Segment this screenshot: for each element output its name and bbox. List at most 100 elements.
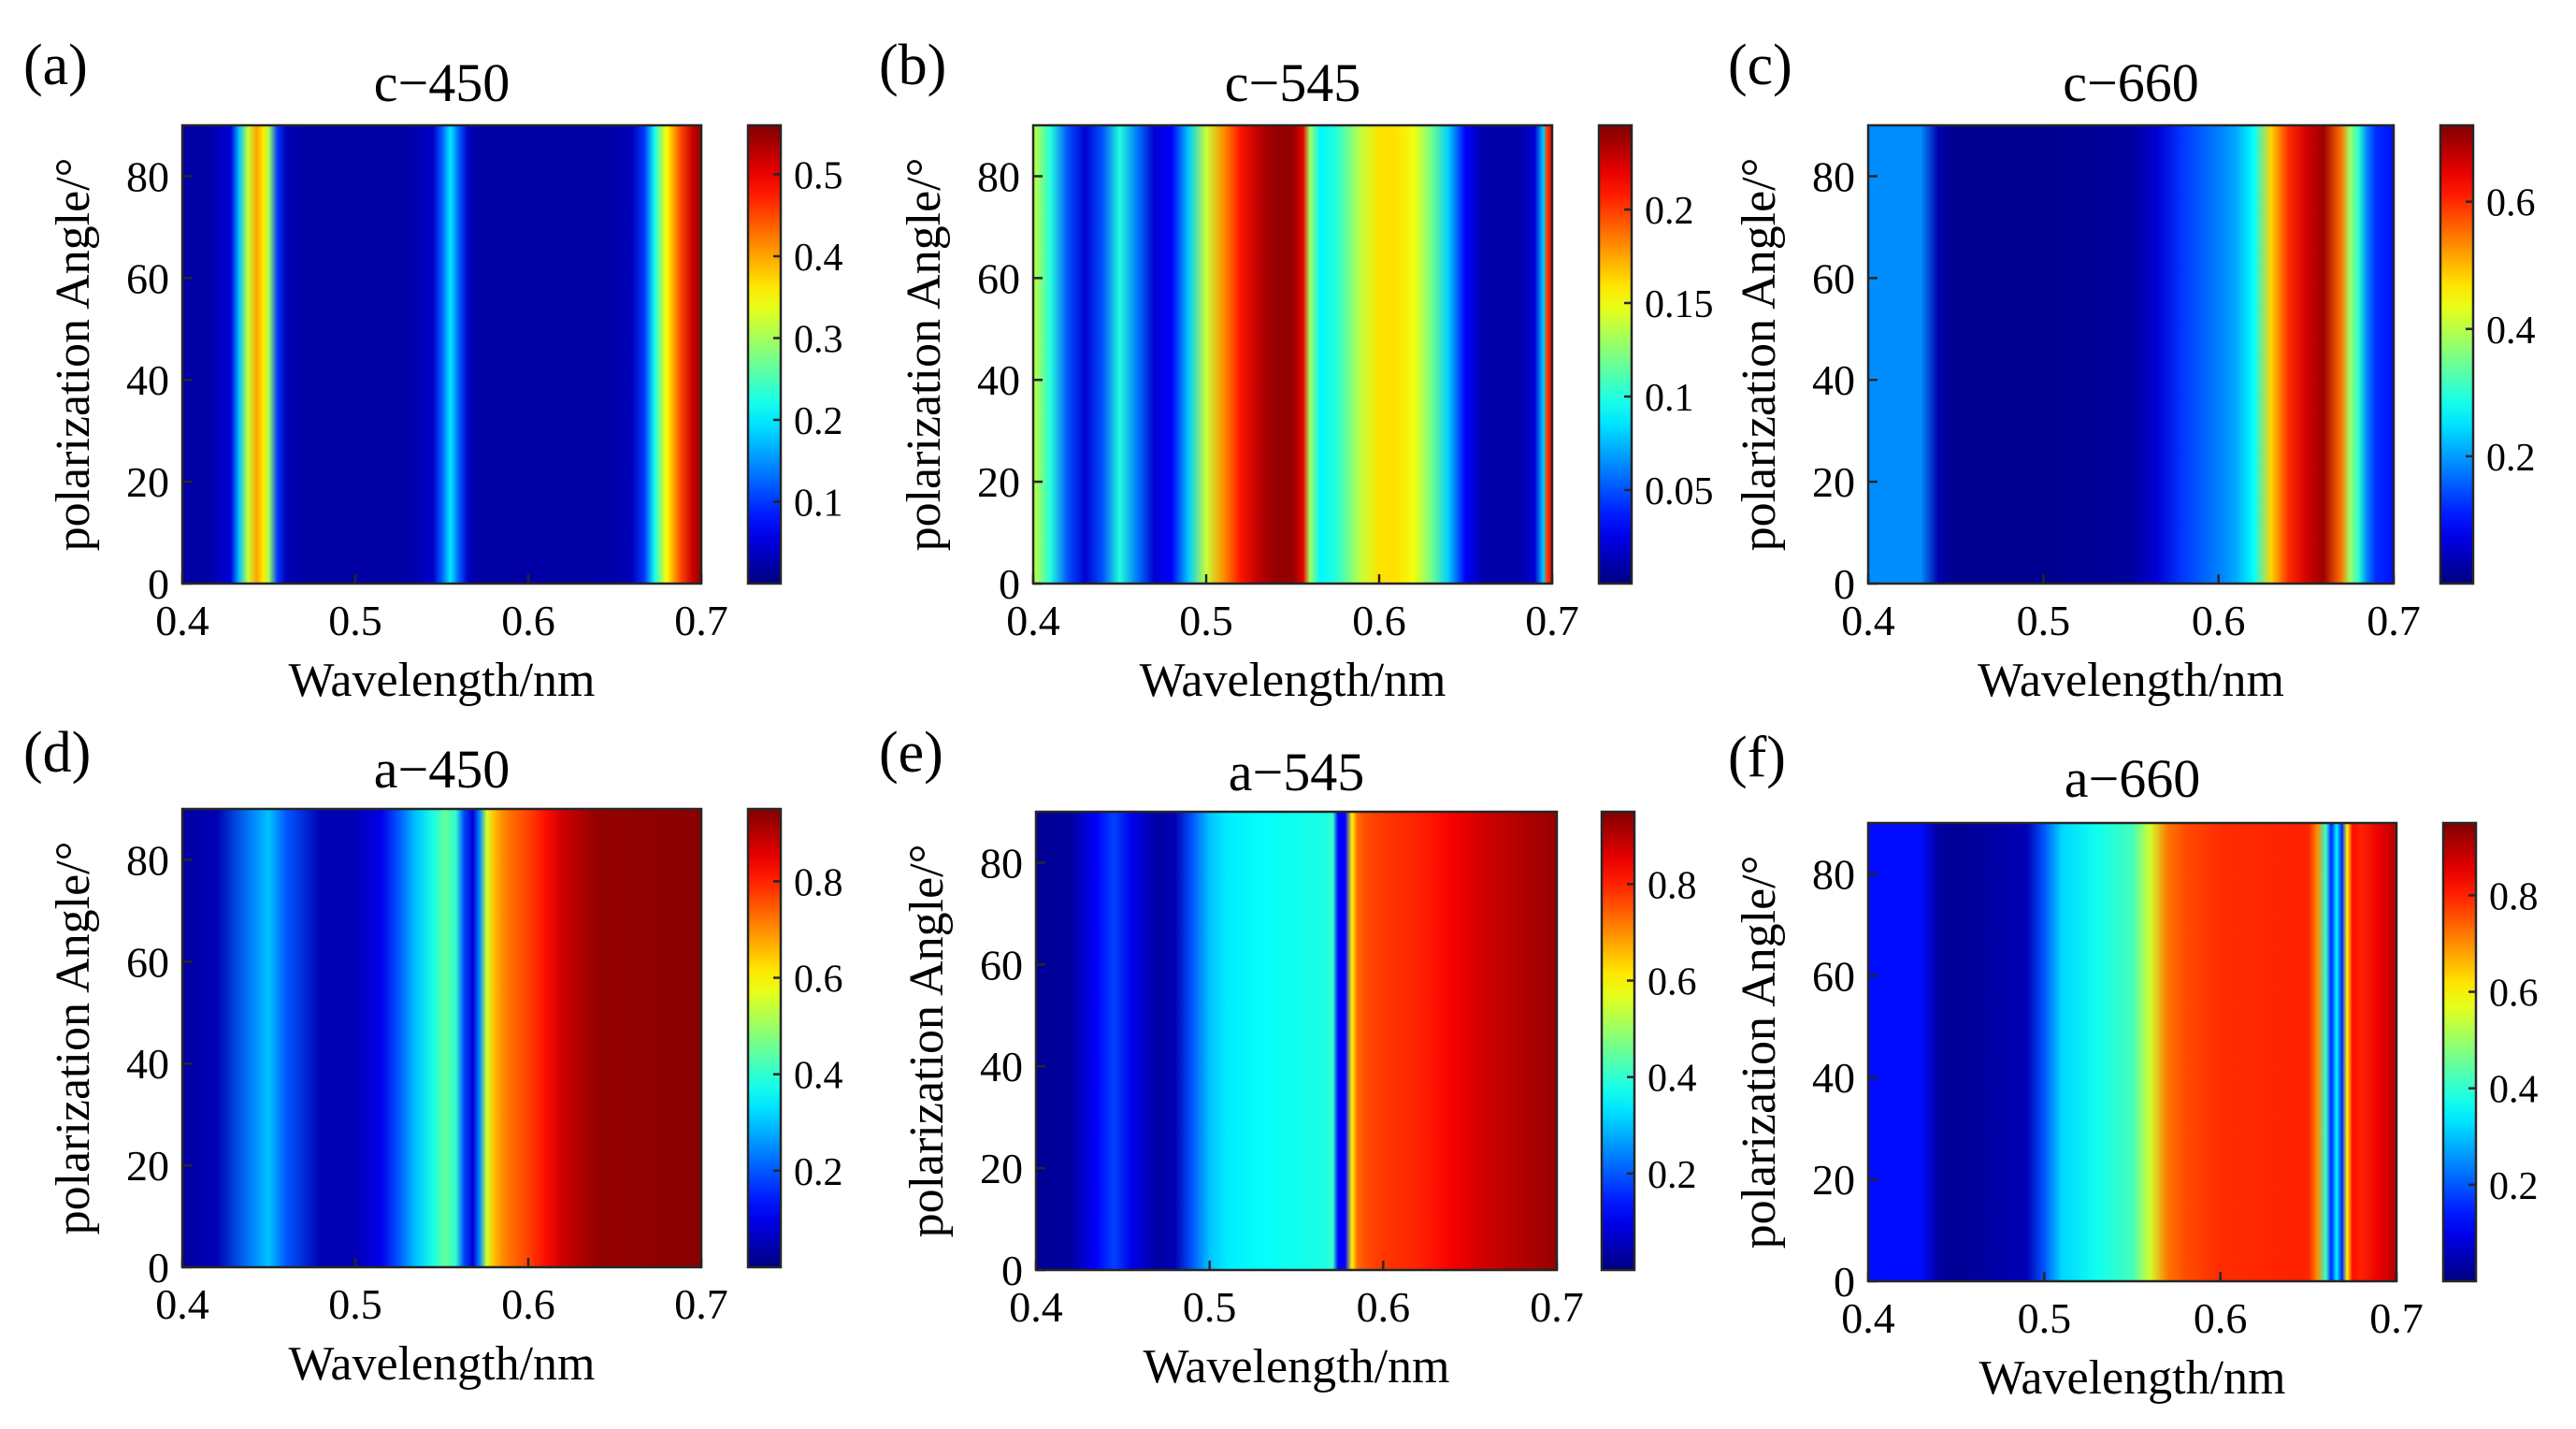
x-tick-label: 0.7 (2367, 597, 2421, 644)
panel-label: (b) (879, 34, 946, 97)
y-axis-label: polarization Angle/° (1733, 856, 1786, 1249)
colorbar-tick-label: 0.6 (2489, 973, 2539, 1016)
panel-label: (e) (879, 721, 943, 785)
y-tick-label: 0 (148, 1244, 169, 1292)
panel-label: (f) (1728, 726, 1786, 789)
y-axis-label: polarization Angle/° (900, 844, 954, 1238)
x-tick-label: 0.5 (328, 597, 382, 644)
colorbar-tick-label: 0.2 (2486, 437, 2536, 480)
y-tick-label: 40 (977, 356, 1020, 404)
colorbar-frame (1597, 123, 1633, 585)
x-tick-label: 0.7 (2369, 1294, 2424, 1342)
y-tick-label: 20 (980, 1145, 1023, 1192)
x-tick-label: 0.4 (1009, 1283, 1063, 1331)
y-tick-label: 60 (126, 938, 169, 986)
y-tick-label: 0 (1834, 1258, 1855, 1306)
panel-label: (d) (23, 721, 91, 785)
x-axis-label: Wavelength/nm (289, 1337, 596, 1391)
heatmap-surface (1036, 812, 1557, 1270)
y-axis-label: polarization Angle/° (898, 158, 951, 552)
y-tick-label: 40 (1812, 356, 1855, 404)
y-tick-label: 60 (126, 254, 169, 302)
x-tick-label: 0.4 (155, 1280, 209, 1328)
colorbar-tick-label: 0.1 (794, 483, 843, 526)
panel-e: (e) a−545 0.4 0.5 0.6 0.7 0 20 40 60 80 Wavelength/… (879, 721, 1697, 1393)
chart-title: c−545 (1225, 52, 1360, 113)
colorbar-tick-label: 0.1 (1645, 377, 1694, 420)
colorbar-tick-label: 0.05 (1645, 470, 1714, 513)
y-axis-label: polarization Angle/° (1733, 158, 1786, 552)
y-tick-label: 80 (980, 839, 1023, 887)
y-tick-label: 0 (999, 560, 1020, 608)
heatmap-surface (1033, 125, 1552, 584)
colorbar-tick-label: 0.6 (2486, 182, 2536, 225)
colorbar-tick-label: 0.5 (794, 155, 843, 198)
colorbar-tick-label: 0.2 (794, 1151, 843, 1194)
colorbar-tick-label: 0.6 (1648, 961, 1697, 1004)
y-tick-label: 80 (126, 152, 169, 200)
colorbar-frame (2441, 821, 2478, 1283)
y-tick-label: 20 (126, 1142, 169, 1190)
x-tick-label: 0.4 (1841, 1294, 1895, 1342)
colorbar-frame (1600, 810, 1636, 1272)
x-tick-label: 0.4 (1841, 597, 1895, 644)
colorbar (748, 809, 781, 1267)
colorbar-tick-label: 0.4 (2486, 310, 2536, 353)
x-tick-label: 0.6 (2192, 597, 2246, 644)
colorbar-tick-label: 0.2 (1645, 190, 1694, 233)
y-tick-label: 40 (1812, 1054, 1855, 1102)
colorbar (1599, 125, 1632, 584)
heatmap-surface (1868, 823, 2396, 1281)
colorbar-tick-label: 0.2 (794, 400, 843, 443)
colorbar (1602, 812, 1634, 1270)
panel-c: (c) c−660 0.4 0.5 0.6 0.7 0 20 40 60 80 Wavelength/… (1728, 34, 2536, 707)
panel-label: (a) (23, 34, 88, 97)
x-tick-label: 0.4 (155, 597, 209, 644)
y-tick-label: 80 (1812, 850, 1855, 898)
panel-a: (a) c−450 0.4 0.5 0.6 0.7 0 20 40 60 80 Wavelength/… (23, 34, 843, 707)
chart-title: a−545 (1229, 742, 1364, 802)
colorbar (2440, 125, 2473, 584)
colorbar-tick-label: 0.2 (2489, 1165, 2539, 1208)
y-tick-label: 80 (126, 836, 169, 884)
panel-f: (f) a−660 0.4 0.5 0.6 0.7 0 20 40 60 80 Wavelength/… (1728, 726, 2539, 1405)
y-tick-label: 20 (977, 458, 1020, 506)
x-tick-label: 0.6 (501, 1280, 555, 1328)
chart-title: c−450 (374, 52, 510, 113)
x-tick-label: 0.6 (501, 597, 555, 644)
y-tick-label: 20 (126, 458, 169, 506)
x-axis-label: Wavelength/nm (1978, 654, 2284, 707)
colorbar-frame (746, 807, 783, 1269)
colorbar-frame (2439, 123, 2475, 585)
y-tick-label: 0 (1834, 560, 1855, 608)
y-axis-label: polarization Angle/° (47, 842, 100, 1235)
x-tick-label: 0.5 (1179, 597, 1233, 644)
colorbar-frame (746, 123, 783, 585)
x-axis-label: Wavelength/nm (289, 654, 596, 707)
x-axis-label: Wavelength/nm (1140, 654, 1446, 707)
y-tick-label: 0 (1001, 1247, 1023, 1294)
x-tick-label: 0.5 (328, 1280, 382, 1328)
plot-frame (1866, 123, 2396, 585)
plot-frame (1866, 821, 2398, 1283)
x-tick-label: 0.5 (2017, 597, 2071, 644)
panel-d: (d) a−450 0.4 0.5 0.6 0.7 0 20 40 60 80 Wavelength/… (23, 721, 843, 1391)
x-tick-label: 0.6 (1357, 1283, 1411, 1331)
x-tick-label: 0.7 (1530, 1283, 1584, 1331)
chart-title: a−660 (2065, 748, 2200, 809)
y-tick-label: 80 (1812, 152, 1855, 200)
colorbar-tick-label: 0.2 (1648, 1154, 1697, 1197)
chart-title: a−450 (374, 739, 510, 800)
plot-frame (180, 807, 703, 1269)
x-tick-label: 0.7 (1525, 597, 1579, 644)
colorbar-tick-label: 0.4 (794, 1055, 843, 1098)
y-tick-label: 40 (126, 1040, 169, 1088)
y-axis-label: polarization Angle/° (47, 158, 100, 552)
x-axis-label: Wavelength/nm (1144, 1340, 1450, 1393)
panel-b: (b) c−545 0.4 0.5 0.6 0.7 0 20 40 60 80 Wavelength/… (879, 34, 1714, 707)
y-tick-label: 60 (1812, 952, 1855, 1000)
x-tick-label: 0.6 (2194, 1294, 2248, 1342)
x-tick-label: 0.5 (2018, 1294, 2072, 1342)
y-tick-label: 0 (148, 560, 169, 608)
